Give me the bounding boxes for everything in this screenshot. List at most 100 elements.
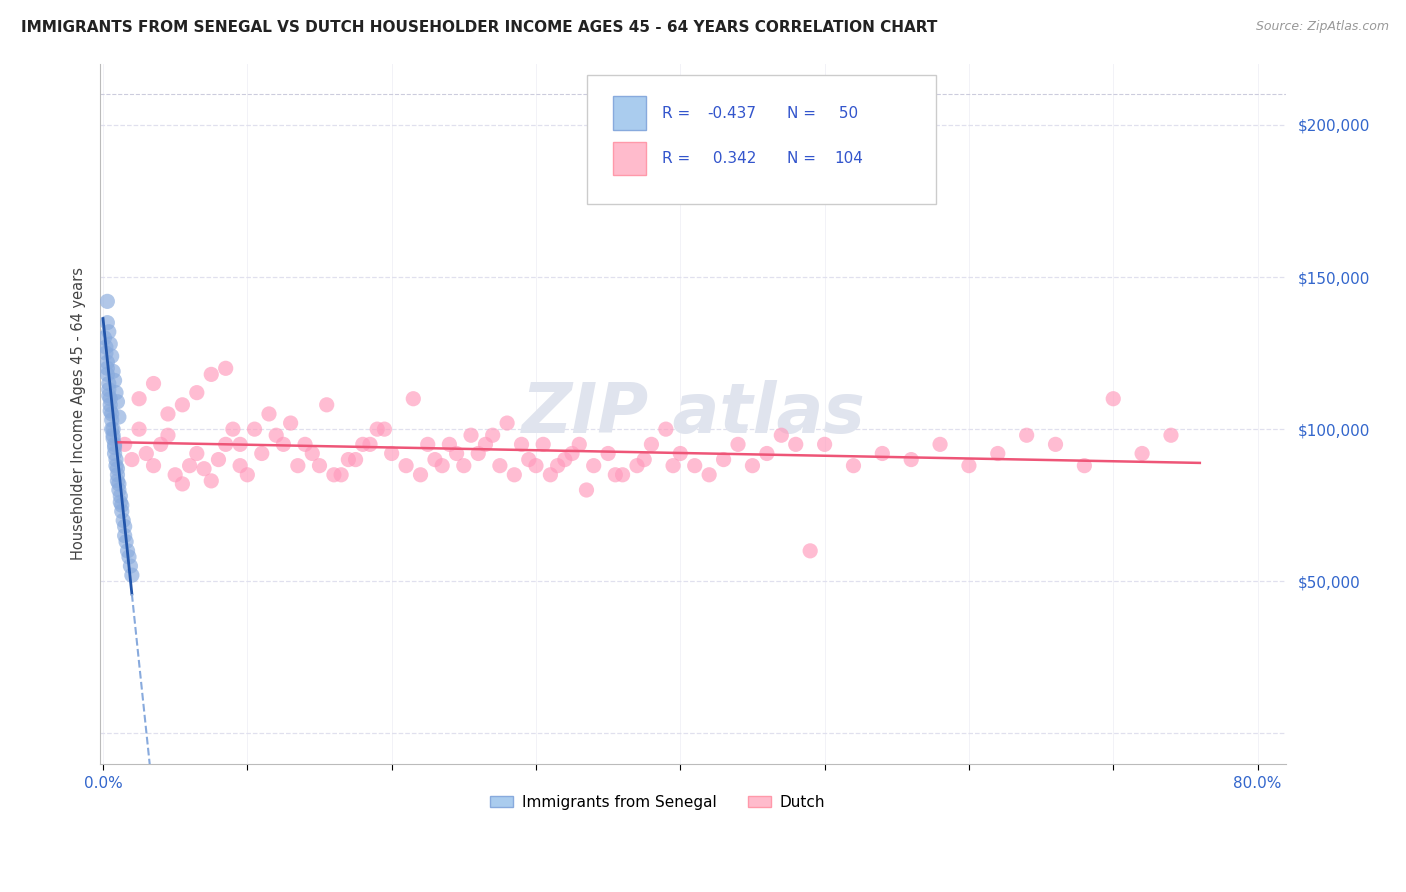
Point <box>381 446 404 460</box>
Point <box>250 446 273 460</box>
Point <box>554 452 576 467</box>
Point <box>93 331 115 345</box>
Point <box>662 458 685 473</box>
Point <box>97 383 120 397</box>
Point <box>110 495 132 509</box>
Point <box>1073 458 1095 473</box>
Point <box>103 446 125 460</box>
Point <box>359 437 381 451</box>
Point <box>640 437 662 451</box>
Point <box>1045 437 1067 451</box>
Point <box>118 549 141 564</box>
Point <box>842 458 865 473</box>
Point <box>1102 392 1125 406</box>
Point <box>128 422 150 436</box>
Point <box>799 544 821 558</box>
Point <box>561 446 583 460</box>
Point <box>402 392 425 406</box>
Point <box>156 407 179 421</box>
Point <box>538 467 561 482</box>
Point <box>229 437 252 451</box>
Point <box>713 452 735 467</box>
Point <box>517 452 540 467</box>
Point <box>655 422 678 436</box>
Point <box>575 483 598 497</box>
Text: N =: N = <box>787 151 821 166</box>
Point <box>366 422 388 436</box>
Point <box>531 437 554 451</box>
Point <box>1160 428 1182 442</box>
Point <box>467 446 489 460</box>
Point <box>186 385 208 400</box>
Point <box>352 437 374 451</box>
Text: ZIP atlas: ZIP atlas <box>522 381 865 448</box>
Point <box>1130 446 1153 460</box>
Point <box>98 404 121 418</box>
Point <box>96 316 118 330</box>
Point <box>395 458 418 473</box>
Point <box>697 467 720 482</box>
Point <box>97 376 120 391</box>
Point <box>172 398 194 412</box>
Point <box>243 422 266 436</box>
Point <box>439 437 461 451</box>
Text: IMMIGRANTS FROM SENEGAL VS DUTCH HOUSEHOLDER INCOME AGES 45 - 64 YEARS CORRELATI: IMMIGRANTS FROM SENEGAL VS DUTCH HOUSEHO… <box>21 20 938 35</box>
Point <box>193 461 215 475</box>
Point <box>96 294 118 309</box>
Point <box>423 452 446 467</box>
Point <box>524 458 547 473</box>
Point <box>107 394 129 409</box>
Point <box>957 458 980 473</box>
Point <box>200 474 222 488</box>
Point <box>785 437 807 451</box>
Point <box>97 325 120 339</box>
Point <box>215 361 238 376</box>
Point <box>172 477 194 491</box>
Point <box>430 458 453 473</box>
Point <box>107 474 129 488</box>
Point <box>156 428 179 442</box>
Bar <box>613 96 645 130</box>
Point <box>1015 428 1038 442</box>
Point <box>117 544 139 558</box>
Point <box>100 407 122 421</box>
Point <box>96 355 118 369</box>
Text: 0.342: 0.342 <box>707 151 756 166</box>
Point <box>121 452 143 467</box>
Point <box>142 458 165 473</box>
Point <box>96 361 118 376</box>
Point <box>987 446 1010 460</box>
Point <box>669 446 692 460</box>
Point <box>98 337 121 351</box>
Point <box>107 461 129 475</box>
Text: N =: N = <box>787 105 821 120</box>
Point <box>322 467 344 482</box>
Point <box>108 483 131 497</box>
Point <box>215 437 238 451</box>
Point <box>101 431 124 445</box>
Point <box>207 452 229 467</box>
Point <box>547 458 569 473</box>
Point <box>107 467 129 482</box>
Point <box>165 467 187 482</box>
Point <box>301 446 323 460</box>
Text: -0.437: -0.437 <box>707 105 756 120</box>
Point <box>222 422 245 436</box>
Legend: Immigrants from Senegal, Dutch: Immigrants from Senegal, Dutch <box>484 789 831 815</box>
Point <box>186 446 208 460</box>
Point <box>755 446 778 460</box>
Bar <box>613 142 645 176</box>
Point <box>330 467 353 482</box>
Point <box>142 376 165 391</box>
Point <box>100 349 122 363</box>
Point <box>446 446 468 460</box>
Point <box>103 441 125 455</box>
Point <box>582 458 605 473</box>
Point <box>287 458 309 473</box>
Point <box>872 446 894 460</box>
Point <box>416 437 439 451</box>
Point <box>257 407 280 421</box>
Y-axis label: Householder Income Ages 45 - 64 years: Householder Income Ages 45 - 64 years <box>72 268 86 560</box>
Point <box>101 422 124 436</box>
Point <box>605 467 627 482</box>
